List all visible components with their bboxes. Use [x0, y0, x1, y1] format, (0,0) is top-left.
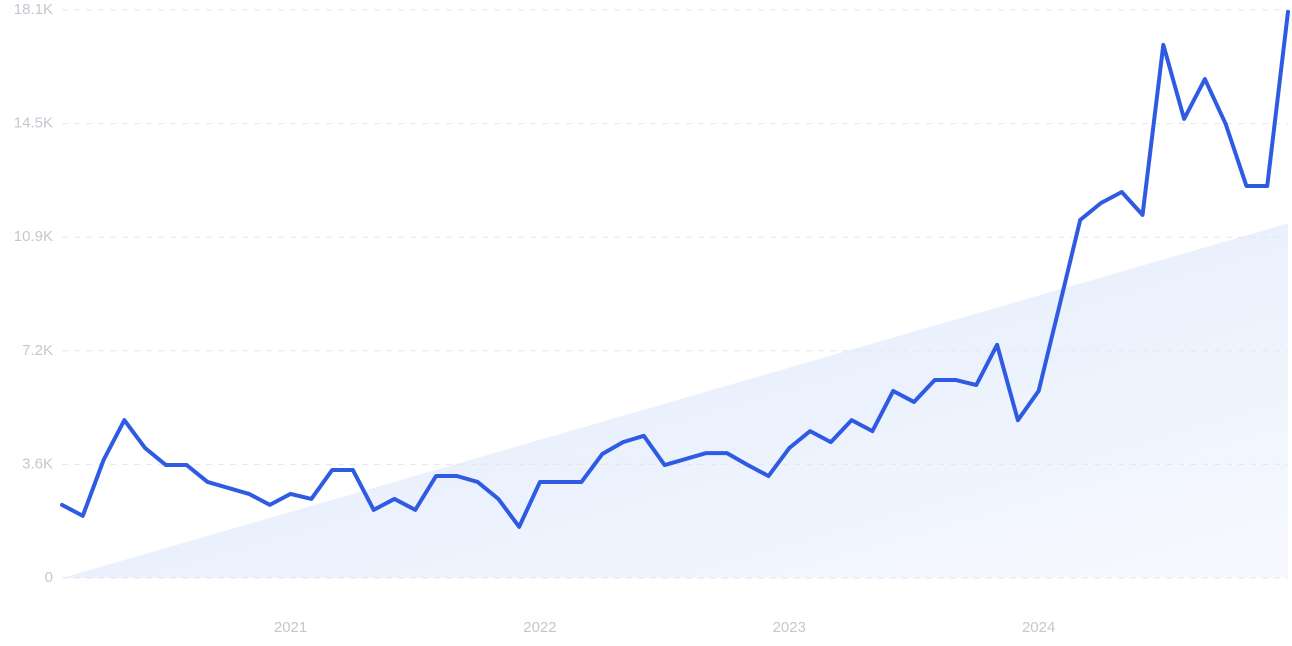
y-tick-label: 10.9K [14, 228, 53, 245]
x-tick-label: 2023 [773, 619, 806, 636]
x-tick-label: 2024 [1022, 619, 1055, 636]
trend-area [62, 223, 1288, 578]
y-tick-label: 0 [45, 569, 53, 586]
y-tick-label: 18.1K [14, 1, 53, 18]
y-tick-label: 7.2K [22, 342, 53, 359]
y-tick-label: 3.6K [22, 455, 53, 472]
line [60, 9, 1290, 529]
x-tick-label: 2021 [274, 619, 307, 636]
x-tick-label: 2022 [523, 619, 556, 636]
y-tick-label: 14.5K [14, 115, 53, 132]
